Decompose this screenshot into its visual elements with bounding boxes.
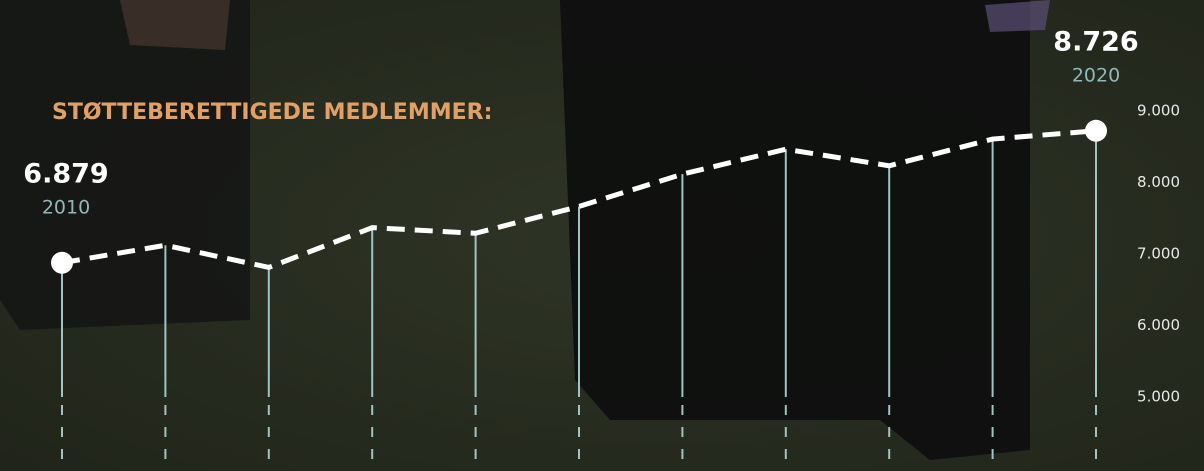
y-tick-label: 7.000 (1137, 245, 1180, 263)
photo-shape (120, 0, 230, 50)
photo-shape (985, 0, 1050, 32)
photo-shape (560, 0, 1030, 460)
y-tick-label: 6.000 (1137, 316, 1180, 334)
data-line (61, 128, 1097, 271)
value-label: 6.879 (23, 158, 108, 189)
y-tick-label: 5.000 (1137, 388, 1180, 406)
value-label: 8.726 (1053, 26, 1138, 57)
category-label: 2010 (42, 196, 90, 218)
chart-title: STØTTEBERETTIGEDE MEDLEMMER: (52, 100, 492, 125)
category-label: 2020 (1072, 64, 1120, 86)
end-marker (1085, 119, 1107, 142)
y-tick-label: 8.000 (1137, 173, 1180, 191)
end-marker (51, 251, 73, 274)
y-tick-label: 9.000 (1137, 102, 1180, 120)
